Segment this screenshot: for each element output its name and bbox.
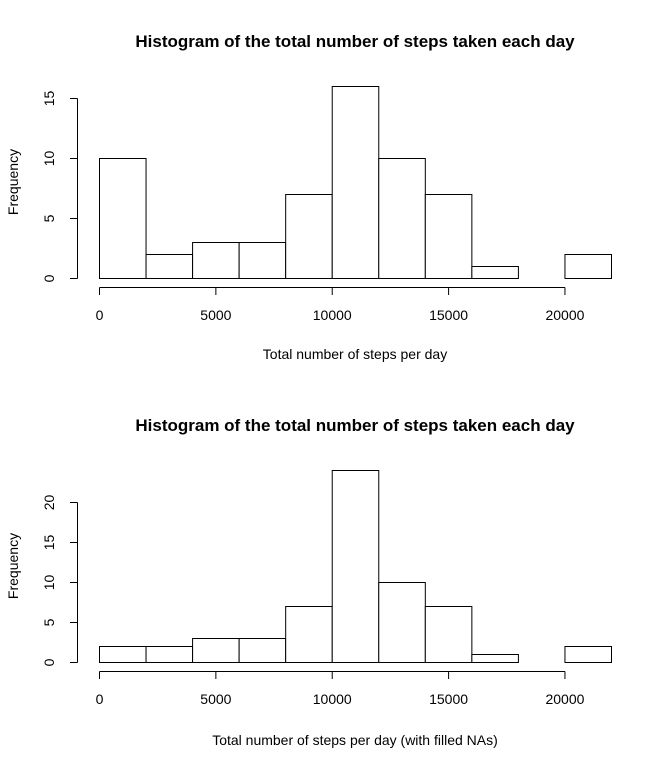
chart-title: Histogram of the total number of steps t… (135, 32, 575, 51)
histogram-bar (238, 242, 287, 279)
y-tick-label: 15 (41, 535, 57, 551)
x-tick-label: 5000 (200, 691, 231, 707)
x-tick-label: 0 (96, 691, 104, 707)
chart-title: Histogram of the total number of steps t… (135, 416, 575, 435)
y-tick-label: 5 (41, 618, 57, 626)
x-axis-label: Total number of steps per day (263, 346, 447, 362)
x-axis-label: Total number of steps per day (with fill… (212, 732, 498, 748)
histogram-bar (192, 242, 240, 279)
histogram-bar (424, 194, 473, 279)
x-tick-label: 10000 (313, 307, 352, 323)
bars (99, 470, 612, 663)
x-tick-label: 15000 (429, 307, 468, 323)
y-axis-label: Frequency (5, 149, 21, 215)
histogram-bar (192, 638, 240, 663)
histogram-bar (471, 654, 519, 663)
histogram-bar (564, 646, 612, 663)
histogram-bar (99, 646, 147, 663)
x-tick-label: 20000 (545, 691, 584, 707)
x-tick-label: 5000 (200, 307, 231, 323)
histogram-bar (331, 86, 380, 279)
histogram-bar (378, 158, 426, 279)
histogram-bar (285, 606, 333, 663)
bars (99, 86, 612, 279)
x-tick-label: 0 (96, 307, 104, 323)
y-tick-label: 10 (41, 151, 57, 167)
histogram-bar (238, 638, 287, 663)
y-tick-label: 15 (41, 91, 57, 107)
histogram-panel-1: Histogram of the total number of steps t… (5, 32, 612, 362)
y-axis: 0 5 10 15 (41, 91, 78, 282)
histogram-bar (99, 158, 147, 279)
y-tick-label: 5 (41, 214, 57, 222)
histogram-bar (285, 194, 333, 279)
y-tick-label: 20 (41, 495, 57, 511)
y-tick-label: 0 (41, 274, 57, 282)
histogram-bar (564, 254, 612, 279)
histogram-bar (471, 266, 519, 279)
histogram-panel-2: Histogram of the total number of steps t… (5, 416, 612, 748)
x-tick-label: 15000 (429, 691, 468, 707)
x-tick-label: 20000 (545, 307, 584, 323)
y-tick-label: 10 (41, 575, 57, 591)
histogram-bar (378, 582, 426, 663)
y-axis: 0 5 10 15 20 (41, 495, 78, 666)
histogram-bar (145, 646, 194, 663)
histogram-bar (424, 606, 473, 663)
y-tick-label: 0 (41, 658, 57, 666)
y-axis-label: Frequency (5, 533, 21, 599)
histogram-bar (145, 254, 194, 279)
x-tick-label: 10000 (313, 691, 352, 707)
x-axis: 0 5000 10000 15000 20000 (96, 671, 585, 707)
histogram-bar (331, 470, 380, 663)
x-axis: 0 5000 10000 15000 20000 (96, 287, 585, 323)
